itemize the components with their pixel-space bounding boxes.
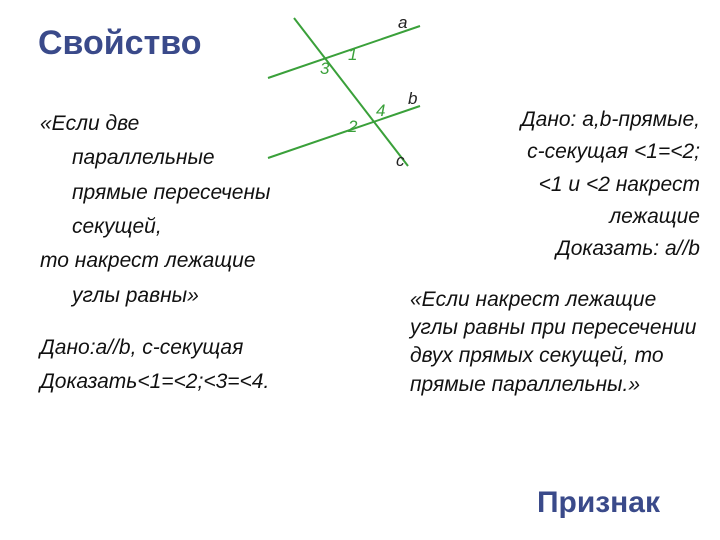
right-given-1: Дано: a,b-прямые,	[410, 106, 700, 134]
title-property: Свойство	[38, 24, 201, 63]
left-line: прямые пересечены	[40, 179, 380, 207]
right-given-2: с-секущая <1=<2;	[410, 138, 700, 166]
right-theorem: «Если накрест лежащие углы равны при пер…	[410, 286, 700, 399]
angle-1: 1	[348, 45, 357, 64]
line-a	[268, 26, 420, 78]
angle-3: 3	[320, 59, 330, 78]
left-column: «Если две параллельные прямые пересечены…	[40, 110, 380, 403]
right-given-4: лежащие	[410, 203, 700, 231]
left-prove: Доказать<1=<2;<3=<4.	[40, 368, 380, 396]
right-given-3: <1 и <2 накрест	[410, 171, 700, 199]
left-line: то накрест лежащие	[40, 247, 380, 275]
left-line: параллельные	[40, 144, 380, 172]
right-prove: Доказать: a//b	[410, 235, 700, 263]
left-line: «Если две	[40, 110, 380, 138]
right-column: Дано: a,b-прямые, с-секущая <1=<2; <1 и …	[410, 106, 700, 403]
left-line: углы равны»	[40, 282, 380, 310]
label-a: a	[398, 13, 407, 32]
left-given: Дано:a//b, с-секущая	[40, 334, 380, 362]
title-criterion: Признак	[537, 486, 660, 520]
label-c: c	[396, 151, 405, 170]
left-line: секущей,	[40, 213, 380, 241]
